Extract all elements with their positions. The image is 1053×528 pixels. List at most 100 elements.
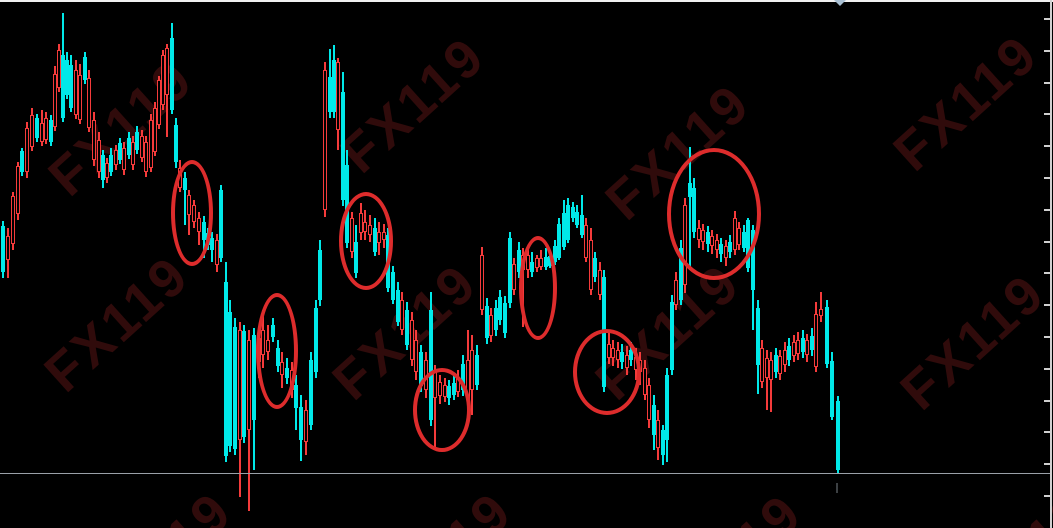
annotation-ellipse[interactable]	[256, 293, 298, 409]
price-axis-line[interactable]	[1050, 0, 1052, 528]
candle-body	[489, 315, 493, 336]
candle-body	[760, 348, 764, 382]
candle-body	[109, 155, 113, 172]
candle-body	[475, 355, 479, 385]
candle-body	[40, 123, 44, 142]
price-axis-tick	[1044, 304, 1050, 306]
candle-body	[480, 255, 484, 310]
candle-body	[87, 78, 91, 128]
candle-body	[661, 430, 665, 455]
candle-body	[665, 375, 669, 440]
candle-body	[323, 70, 327, 210]
window-top-border	[0, 0, 1053, 2]
annotation-ellipse[interactable]	[573, 329, 641, 415]
price-axis-tick	[1044, 368, 1050, 370]
candle-body	[242, 331, 246, 437]
annotation-ellipse[interactable]	[413, 368, 471, 452]
candle-body	[765, 358, 769, 378]
candle-body	[44, 118, 48, 140]
candle-body	[318, 250, 322, 300]
candle-body	[219, 190, 223, 258]
candle-body	[566, 205, 570, 240]
candle-body	[575, 212, 579, 225]
candle-body	[131, 142, 135, 165]
candle-body	[810, 336, 814, 350]
candle-body	[1, 226, 5, 272]
candle-body	[238, 330, 242, 440]
candle-body	[461, 364, 465, 390]
candle-body	[61, 55, 65, 118]
price-axis-tick	[1044, 145, 1050, 147]
candle-body	[656, 420, 660, 448]
candle-body	[405, 310, 409, 345]
price-axis-tick	[1044, 495, 1050, 497]
candle-body	[161, 55, 165, 105]
price-axis-tick	[1044, 18, 1050, 20]
price-axis-tick	[1044, 336, 1050, 338]
chart-baseline	[0, 473, 1050, 474]
candle-body	[508, 238, 512, 303]
candle-body	[652, 405, 656, 435]
candle-body	[105, 163, 109, 178]
candle-body	[210, 238, 214, 250]
candle-body	[756, 308, 760, 365]
candle-body	[170, 38, 174, 110]
candle-body	[598, 270, 602, 295]
candle-body	[101, 155, 105, 180]
candle-body	[517, 250, 521, 272]
candle-body	[224, 282, 228, 456]
candle-body	[97, 140, 101, 172]
annotation-ellipse[interactable]	[171, 160, 213, 266]
candle-body	[25, 128, 29, 172]
candle-body	[584, 225, 588, 258]
price-axis-tick	[1044, 50, 1050, 52]
candle-body	[299, 407, 303, 440]
candle-body	[498, 297, 502, 320]
candle-body	[252, 335, 256, 420]
candle-body	[57, 50, 61, 88]
candle-body	[92, 120, 96, 160]
candle-body	[53, 74, 57, 127]
candle-body	[670, 302, 674, 370]
candle-body	[6, 236, 10, 260]
scroll-marker-icon[interactable]	[834, 0, 846, 6]
candle-body	[787, 346, 791, 360]
candle-body	[814, 314, 818, 367]
candle-body	[153, 108, 157, 152]
candle-body	[30, 115, 34, 147]
annotation-ellipse[interactable]	[519, 236, 557, 340]
candle-body	[643, 368, 647, 395]
candle-body	[294, 385, 298, 408]
candle-body	[562, 213, 566, 247]
candle-body	[503, 303, 507, 333]
candle-body	[233, 327, 237, 449]
price-axis-tick	[1044, 82, 1050, 84]
candle-body	[414, 340, 418, 372]
annotation-ellipse[interactable]	[667, 148, 761, 280]
candle-body	[78, 75, 82, 120]
candle-body	[114, 150, 118, 165]
candle-body	[328, 77, 332, 112]
candle-body	[836, 401, 840, 470]
below-line-dash	[836, 483, 838, 493]
candle-body	[165, 48, 169, 95]
candle-body	[830, 361, 834, 417]
candle-body	[400, 300, 404, 330]
candle-body	[571, 207, 575, 218]
candle-body	[332, 60, 336, 112]
candle-body	[122, 148, 126, 170]
candle-body	[144, 142, 148, 172]
candle-body	[769, 360, 773, 380]
candle-body	[118, 143, 122, 160]
candle-body	[801, 338, 805, 352]
price-axis-tick	[1044, 177, 1050, 179]
candle-body	[135, 132, 139, 150]
candle-body	[65, 60, 69, 95]
candle-body	[20, 151, 24, 172]
annotation-ellipse[interactable]	[339, 192, 393, 290]
candle-wick	[770, 352, 772, 412]
candle-body	[391, 272, 395, 300]
candle-body	[16, 166, 20, 214]
price-axis-tick	[1044, 209, 1050, 211]
